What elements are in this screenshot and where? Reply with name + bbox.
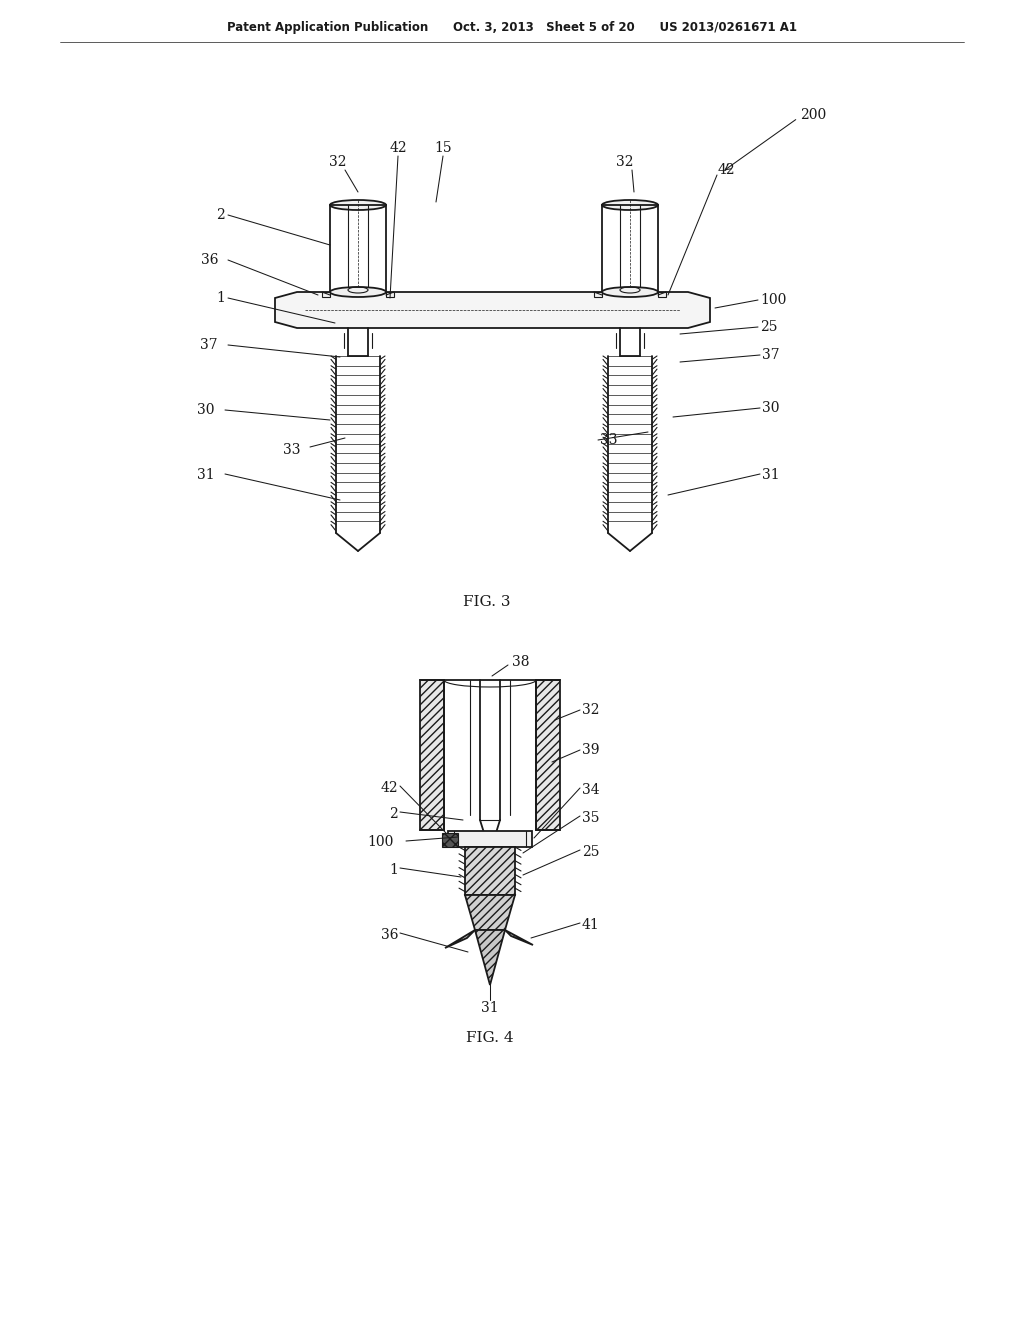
Text: 32: 32 <box>330 154 347 169</box>
Polygon shape <box>386 292 394 297</box>
Text: 38: 38 <box>512 655 529 669</box>
Text: 41: 41 <box>582 917 600 932</box>
Ellipse shape <box>330 201 386 210</box>
Text: 200: 200 <box>800 108 826 121</box>
Text: 100: 100 <box>368 836 394 849</box>
Text: 30: 30 <box>198 403 215 417</box>
Text: Patent Application Publication      Oct. 3, 2013   Sheet 5 of 20      US 2013/02: Patent Application Publication Oct. 3, 2… <box>227 21 797 33</box>
Text: 31: 31 <box>481 1001 499 1015</box>
Text: FIG. 4: FIG. 4 <box>466 1031 514 1045</box>
Text: 37: 37 <box>762 348 779 362</box>
Text: 100: 100 <box>760 293 786 308</box>
Text: 37: 37 <box>201 338 218 352</box>
Polygon shape <box>465 895 515 931</box>
Text: 25: 25 <box>760 319 777 334</box>
Polygon shape <box>449 832 532 847</box>
Polygon shape <box>420 680 444 830</box>
Polygon shape <box>658 292 666 297</box>
Text: 36: 36 <box>381 928 398 942</box>
Ellipse shape <box>330 286 386 297</box>
Text: 34: 34 <box>582 783 600 797</box>
Ellipse shape <box>602 201 658 210</box>
Text: 42: 42 <box>389 141 407 154</box>
Polygon shape <box>275 292 710 327</box>
Text: 2: 2 <box>216 209 225 222</box>
Text: 15: 15 <box>434 141 452 154</box>
Text: 1: 1 <box>389 863 398 876</box>
Text: 30: 30 <box>762 401 779 414</box>
Text: 1: 1 <box>216 290 225 305</box>
Text: 32: 32 <box>582 704 599 717</box>
Polygon shape <box>505 931 534 945</box>
Text: FIG. 3: FIG. 3 <box>463 595 511 609</box>
Polygon shape <box>322 292 330 297</box>
Text: 33: 33 <box>600 433 617 447</box>
Text: 2: 2 <box>389 807 398 821</box>
Text: 36: 36 <box>201 253 218 267</box>
Text: 39: 39 <box>582 743 599 756</box>
Polygon shape <box>475 931 505 985</box>
Text: 42: 42 <box>718 162 735 177</box>
Text: 35: 35 <box>582 810 599 825</box>
Polygon shape <box>445 931 475 948</box>
Text: 33: 33 <box>284 444 301 457</box>
Polygon shape <box>536 680 560 830</box>
Polygon shape <box>465 847 515 895</box>
Text: 42: 42 <box>380 781 398 795</box>
Ellipse shape <box>602 286 658 297</box>
Text: 31: 31 <box>198 469 215 482</box>
Polygon shape <box>594 292 602 297</box>
Text: 25: 25 <box>582 845 599 859</box>
Polygon shape <box>442 833 458 847</box>
Text: 31: 31 <box>762 469 779 482</box>
Text: 32: 32 <box>616 154 634 169</box>
